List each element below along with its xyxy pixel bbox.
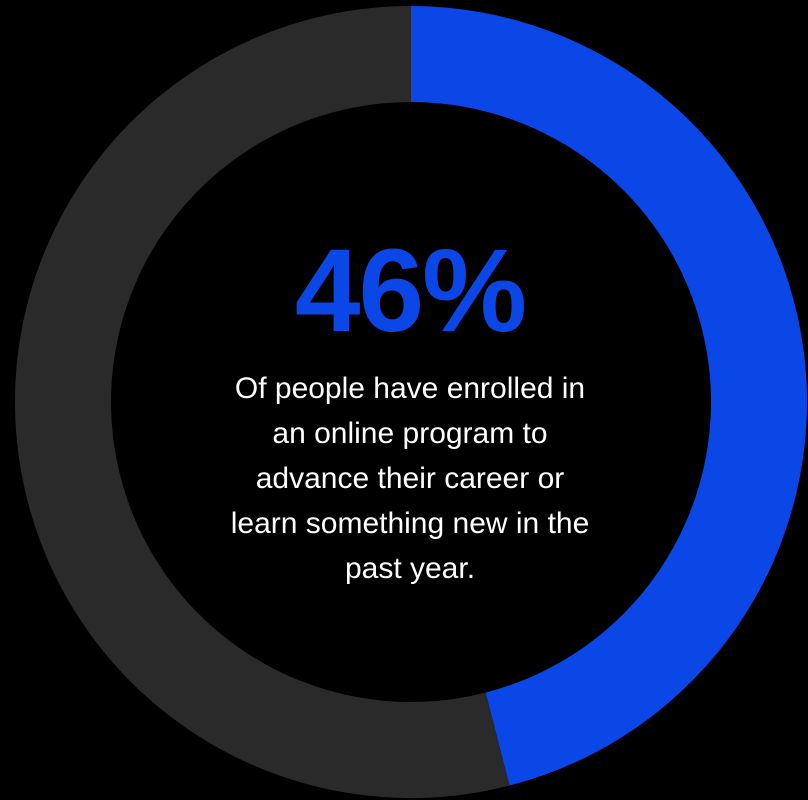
caption-line-1: Of people have enrolled in [234, 372, 586, 405]
caption-line-2: an online program to [272, 417, 548, 450]
stat-caption: Of people have enrolled in an online pro… [170, 366, 650, 591]
headline-percentage: 46% [294, 225, 527, 357]
caption-line-4: learn something new in the [230, 507, 590, 540]
caption-line-5: past year. [344, 552, 476, 585]
donut-slice-highlight [411, 5, 808, 786]
donut-slice-remainder [15, 6, 510, 798]
caption-line-3: advance their career or [255, 462, 565, 495]
